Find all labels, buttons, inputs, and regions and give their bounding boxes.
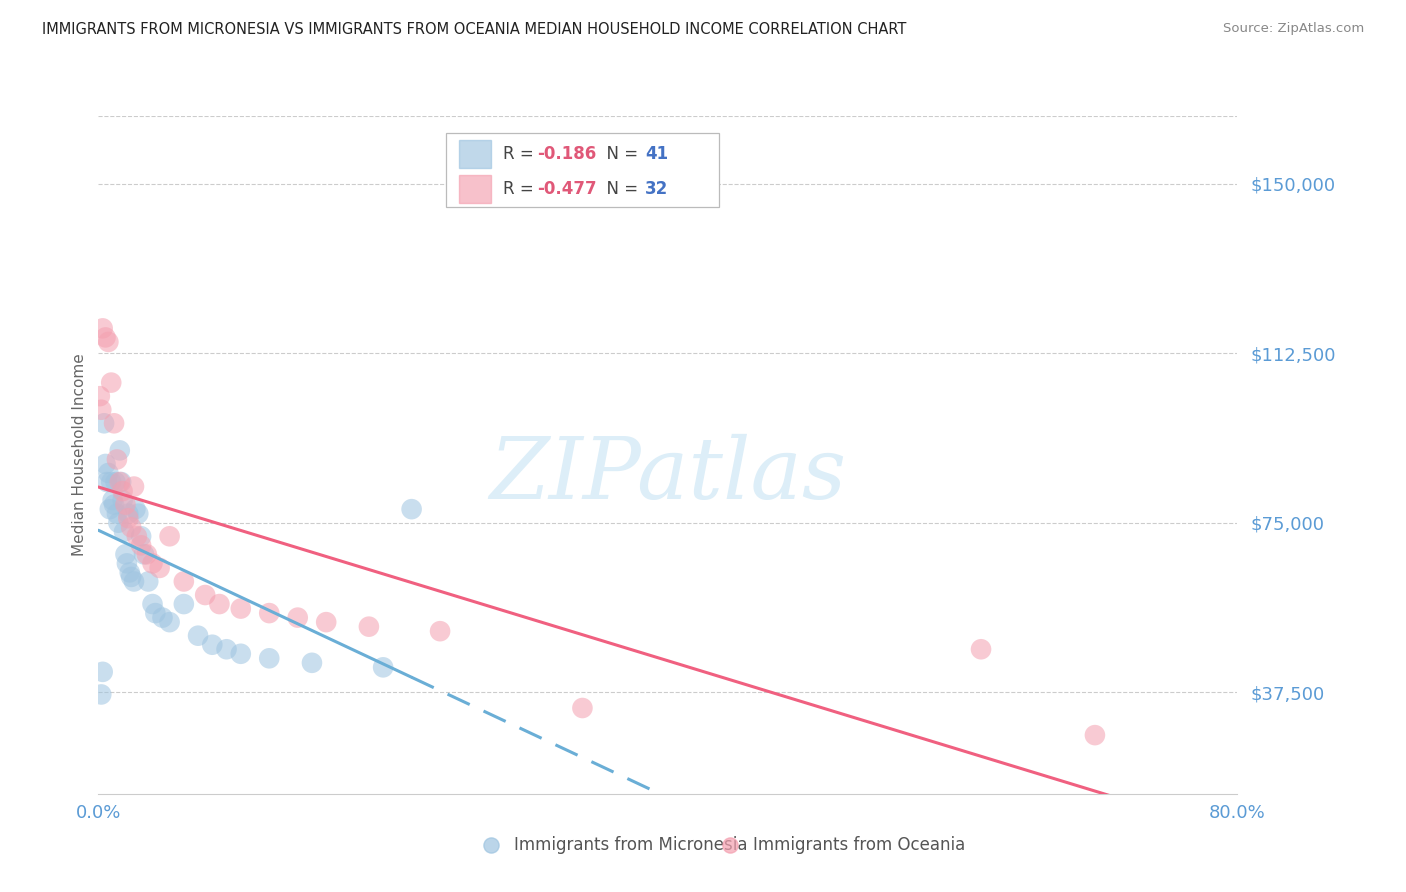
Point xyxy=(429,624,451,639)
Point xyxy=(122,479,145,493)
Point xyxy=(93,417,115,431)
Text: R =: R = xyxy=(503,145,538,162)
Y-axis label: Median Household Income: Median Household Income xyxy=(72,353,87,557)
Point xyxy=(194,588,217,602)
Point xyxy=(229,601,252,615)
Point xyxy=(135,547,157,561)
Point xyxy=(110,475,132,489)
Point xyxy=(112,524,135,539)
Point xyxy=(373,660,395,674)
Point xyxy=(94,330,117,344)
Point xyxy=(118,566,141,580)
Text: -0.186: -0.186 xyxy=(537,145,596,162)
Point xyxy=(122,574,145,589)
Text: ZIPatlas: ZIPatlas xyxy=(489,434,846,516)
Point xyxy=(187,629,209,643)
Point xyxy=(105,507,128,521)
Point xyxy=(90,688,112,702)
Point xyxy=(104,475,127,489)
Point xyxy=(108,443,131,458)
Point xyxy=(100,475,122,489)
Text: Immigrants from Micronesia: Immigrants from Micronesia xyxy=(515,836,748,854)
Point xyxy=(259,606,281,620)
Point xyxy=(90,402,112,417)
Point xyxy=(117,507,139,521)
Point xyxy=(259,651,281,665)
FancyBboxPatch shape xyxy=(446,133,718,208)
Point xyxy=(132,547,155,561)
Text: N =: N = xyxy=(596,180,644,198)
Point xyxy=(111,484,134,499)
FancyBboxPatch shape xyxy=(460,175,491,203)
Point xyxy=(124,502,146,516)
Point xyxy=(94,457,117,471)
Point xyxy=(159,615,181,629)
Text: -0.477: -0.477 xyxy=(537,180,596,198)
Point xyxy=(98,502,121,516)
Point xyxy=(401,502,423,516)
Point xyxy=(97,466,120,480)
Point xyxy=(91,665,114,679)
Point xyxy=(229,647,252,661)
Point xyxy=(141,597,163,611)
Point xyxy=(101,493,124,508)
Point xyxy=(571,701,593,715)
Point xyxy=(120,570,142,584)
Point xyxy=(1084,728,1107,742)
Point xyxy=(91,321,114,335)
Point xyxy=(301,656,323,670)
Point xyxy=(159,529,181,543)
Point xyxy=(115,557,138,571)
Point xyxy=(114,498,136,512)
Point xyxy=(125,529,148,543)
Point xyxy=(145,606,167,620)
Text: Source: ZipAtlas.com: Source: ZipAtlas.com xyxy=(1223,22,1364,36)
Point xyxy=(970,642,993,657)
Text: 32: 32 xyxy=(645,180,668,198)
Point xyxy=(215,642,238,657)
Point xyxy=(173,597,195,611)
Point xyxy=(315,615,337,629)
Text: R =: R = xyxy=(503,180,538,198)
Point xyxy=(877,855,900,869)
Text: N =: N = xyxy=(596,145,644,162)
Point xyxy=(287,610,309,624)
Point xyxy=(208,597,231,611)
Point xyxy=(103,417,125,431)
Point xyxy=(149,561,172,575)
Point xyxy=(578,855,600,869)
Point xyxy=(127,507,149,521)
Text: IMMIGRANTS FROM MICRONESIA VS IMMIGRANTS FROM OCEANIA MEDIAN HOUSEHOLD INCOME CO: IMMIGRANTS FROM MICRONESIA VS IMMIGRANTS… xyxy=(42,22,907,37)
Point xyxy=(100,376,122,390)
Point xyxy=(120,520,142,534)
Text: Immigrants from Oceania: Immigrants from Oceania xyxy=(754,836,966,854)
Point xyxy=(201,638,224,652)
Point xyxy=(173,574,195,589)
Point xyxy=(111,493,134,508)
Point xyxy=(141,557,163,571)
Point xyxy=(103,498,125,512)
Point xyxy=(108,475,131,489)
Text: 41: 41 xyxy=(645,145,668,162)
Point xyxy=(357,620,380,634)
Point xyxy=(107,516,129,530)
Point xyxy=(114,547,136,561)
Point xyxy=(97,334,120,349)
Point xyxy=(129,529,152,543)
Point xyxy=(89,389,111,403)
Point xyxy=(129,538,152,552)
FancyBboxPatch shape xyxy=(460,139,491,168)
Point xyxy=(117,511,139,525)
Point xyxy=(96,475,118,489)
Point xyxy=(105,452,128,467)
Point xyxy=(136,574,159,589)
Point xyxy=(152,610,174,624)
